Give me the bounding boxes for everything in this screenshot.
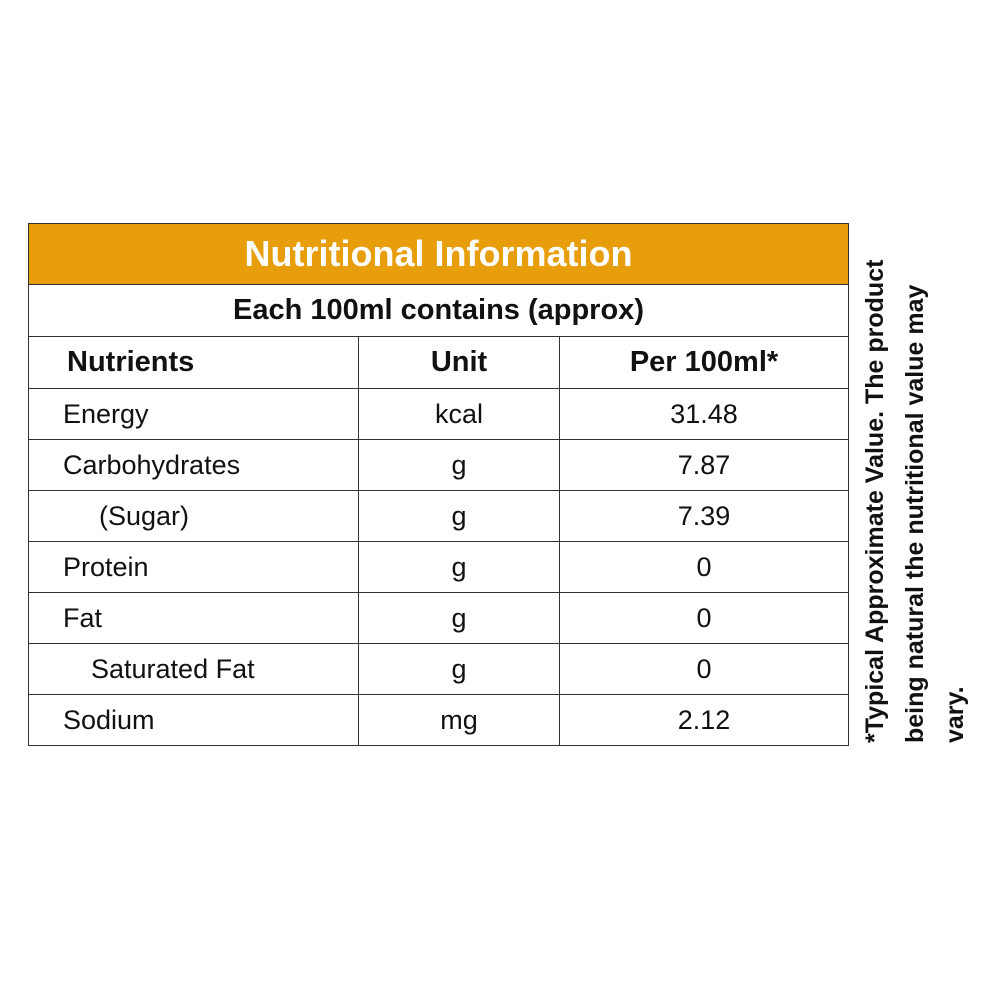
nutrient-unit: g [358,439,560,491]
nutrient-value: 7.87 [559,439,849,491]
table-row: Saturated Fat g 0 [28,643,849,695]
nutrient-unit: g [358,490,560,542]
column-header-nutrients: Nutrients [28,336,359,389]
table-row: Sodium mg 2.12 [28,694,849,746]
nutrient-unit: g [358,592,560,644]
nutrient-name: (Sugar) [28,490,359,542]
title-row: Nutritional Information [28,223,849,285]
nutrition-table: Nutritional Information Each 100ml conta… [28,223,849,746]
nutrient-name: Fat [28,592,359,644]
nutrient-value: 0 [559,643,849,695]
column-header-row: Nutrients Unit Per 100ml* [28,336,849,389]
nutrient-value: 2.12 [559,694,849,746]
table-row: Energy kcal 31.48 [28,388,849,440]
column-header-per-100ml: Per 100ml* [559,336,849,389]
nutrient-name: Carbohydrates [28,439,359,491]
subtitle-row: Each 100ml contains (approx) [28,284,849,337]
table-subtitle: Each 100ml contains (approx) [28,284,849,337]
nutrient-value: 31.48 [559,388,849,440]
nutrient-unit: mg [358,694,560,746]
table-row: (Sugar) g 7.39 [28,490,849,542]
table-row: Protein g 0 [28,541,849,593]
column-header-unit: Unit [358,336,560,389]
nutrient-value: 7.39 [559,490,849,542]
nutrient-unit: kcal [358,388,560,440]
nutrient-unit: g [358,541,560,593]
nutrient-value: 0 [559,541,849,593]
footnote: *Typical Approximate Value. The product … [861,259,969,743]
nutrient-name: Energy [28,388,359,440]
table-row: Fat g 0 [28,592,849,644]
nutrient-unit: g [358,643,560,695]
table-title: Nutritional Information [28,223,849,285]
nutrient-name: Saturated Fat [28,643,359,695]
nutrient-name: Sodium [28,694,359,746]
table-row: Carbohydrates g 7.87 [28,439,849,491]
nutrient-value: 0 [559,592,849,644]
nutrient-name: Protein [28,541,359,593]
